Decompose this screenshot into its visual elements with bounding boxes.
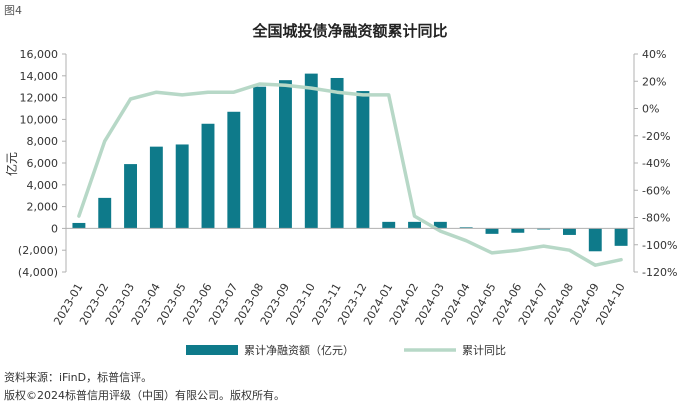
bar	[382, 221, 396, 229]
right-axis-tick-label: -120%	[642, 266, 677, 279]
bar	[614, 228, 628, 246]
yoy-line	[77, 82, 623, 267]
copyright-note: 版权©2024标普信用评级（中国）有限公司。版权所有。	[4, 389, 285, 402]
left-axis-tick-label: 16,000	[20, 48, 59, 61]
left-axis-tick-label: (2,000)	[18, 244, 58, 257]
left-axis-tick-label: (4,000)	[18, 266, 58, 279]
bar	[72, 222, 86, 229]
right-axis-tick-label: -40%	[642, 157, 670, 170]
bar	[98, 197, 112, 229]
right-axis-tick-label: -80%	[642, 212, 670, 225]
bar	[356, 91, 370, 229]
right-axis-tick-label: 0%	[642, 103, 659, 116]
right-axis-tick-label: -60%	[642, 184, 670, 197]
bar	[279, 80, 292, 229]
left-axis-tick-label: 4,000	[27, 179, 59, 192]
left-axis-tick-label: 6,000	[27, 157, 59, 170]
bar	[485, 228, 499, 234]
bar	[588, 228, 602, 252]
bar	[408, 221, 421, 229]
chart-title: 全国城投债净融资额累计同比	[252, 22, 448, 40]
left-axis-tick-label: 10,000	[20, 113, 59, 126]
bar	[175, 144, 189, 229]
left-axis-tick-label: 12,000	[20, 92, 59, 105]
bar	[459, 227, 473, 229]
axes: (4,000) (2,000) 0 2,000 4,000 6,000 8,000 10,00…	[18, 48, 678, 327]
right-axis-tick-label: -100%	[642, 239, 677, 252]
right-axis-tick-label: 20%	[642, 75, 666, 88]
y-axis-label: 亿元	[4, 152, 19, 176]
bar	[537, 228, 551, 230]
left-axis-tick-label: 2,000	[27, 201, 59, 214]
bar	[563, 228, 576, 235]
right-axis-tick-label: 40%	[642, 48, 666, 61]
bar	[253, 86, 267, 229]
left-axis-tick-label: 8,000	[27, 135, 59, 148]
line-series	[77, 82, 623, 267]
legend-line-label: 累计同比	[462, 344, 506, 357]
bar	[433, 221, 447, 229]
source-note: 资料来源：iFinD，标普信评。	[4, 371, 153, 384]
bar	[227, 111, 241, 229]
legend: 累计净融资额（亿元） 累计同比	[186, 343, 506, 357]
legend-bar-swatch	[186, 345, 238, 355]
bar	[201, 123, 215, 229]
left-axis-tick-label: 14,000	[20, 70, 59, 83]
legend-bar-label: 累计净融资额（亿元）	[244, 343, 354, 357]
right-axis-tick-label: -20%	[642, 130, 670, 143]
figure-label: 图4	[4, 4, 22, 17]
bar	[149, 146, 163, 229]
bar	[124, 164, 137, 229]
left-axis-tick-label: 0	[51, 222, 58, 235]
bar	[330, 77, 344, 229]
bar	[511, 228, 525, 233]
bar-series	[72, 73, 628, 252]
bar	[304, 73, 318, 229]
